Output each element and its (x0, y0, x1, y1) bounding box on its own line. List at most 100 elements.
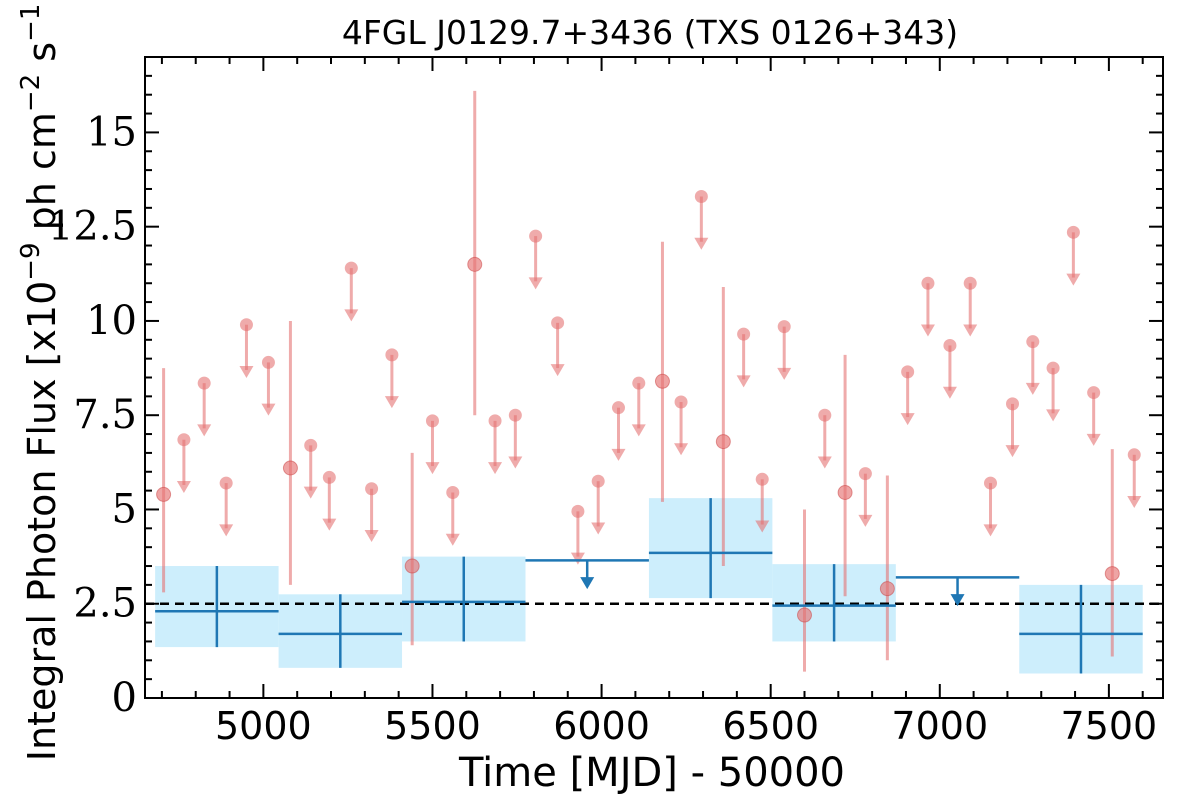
upper-limit-arrow (488, 462, 503, 475)
upper-limit-point (1026, 335, 1040, 349)
upper-limit-arrow (570, 552, 585, 565)
upper-limit-point (1046, 361, 1060, 375)
upper-limit-point (858, 467, 872, 481)
upper-limit-arrow (777, 367, 792, 380)
detection-point (879, 581, 895, 597)
upper-limit-arrow (1005, 445, 1020, 458)
upper-limit-point (1005, 397, 1019, 411)
upper-limit-arrow (197, 424, 212, 437)
upper-limit-arrow (261, 403, 276, 416)
upper-limit-point (755, 472, 769, 486)
upper-limit-arrow (344, 309, 359, 322)
upper-limit-point (694, 190, 708, 204)
y-tick-label: 12.5 (48, 204, 137, 250)
x-tick-label: 6000 (553, 704, 650, 748)
upper-limit-point (591, 474, 605, 488)
upper-limit-point (261, 355, 275, 369)
upper-limit-arrow (920, 324, 935, 337)
upper-limit-arrow (611, 448, 626, 461)
upper-limit-arrow (445, 533, 460, 546)
upper-limit-arrow (508, 456, 523, 469)
long-bin-ul-arrow (580, 577, 595, 590)
upper-limit-arrow (1086, 433, 1101, 446)
upper-limit-point (901, 365, 915, 379)
upper-limit-arrow (176, 480, 191, 493)
upper-limit-point (571, 504, 585, 518)
upper-limit-point (177, 433, 191, 447)
upper-limit-point (984, 476, 998, 490)
upper-limit-arrow (528, 277, 543, 290)
detection-point (282, 460, 298, 476)
y-axis-label: Integral Photon Flux [x10−9 ph cm−2 s−1] (16, 0, 64, 761)
x-tick-label: 7500 (1061, 704, 1158, 748)
detection-point (654, 373, 670, 389)
upper-limit-arrow (1046, 409, 1061, 422)
x-tick-label: 7000 (891, 704, 988, 748)
detection-point (837, 485, 853, 501)
detection-point (156, 486, 172, 502)
y-axis-label-mid: ph cm (20, 112, 64, 242)
y-axis-label-main: Integral Photon Flux [x10 (20, 281, 64, 762)
upper-limit-point (425, 414, 439, 428)
y-axis-label-exp2: −2 (16, 74, 46, 112)
upper-limit-arrow (858, 514, 873, 527)
upper-limit-point (219, 476, 233, 490)
upper-limit-arrow (755, 520, 770, 533)
upper-limit-point (777, 320, 791, 334)
y-tick-label: 15 (86, 109, 137, 155)
axis-ticks: 5000 5500 6000 6500 7000 7500 0 2.5 5 7.5 10 12.5 15 (48, 57, 1163, 748)
upper-limit-point (963, 276, 977, 290)
y-tick-label: 0 (112, 675, 137, 721)
upper-limit-arrow (550, 364, 565, 377)
x-tick-label: 5500 (384, 704, 481, 748)
y-tick-label: 5 (112, 486, 137, 532)
upper-limit-point (322, 470, 336, 484)
upper-limit-point (737, 327, 751, 341)
upper-limit-arrow (591, 522, 606, 535)
plot-content (145, 90, 1163, 674)
x-tick-label: 6500 (722, 704, 819, 748)
detection-point (715, 434, 731, 450)
upper-limit-point (611, 401, 625, 415)
upper-limit-point (551, 316, 565, 330)
y-tick-label: 10 (86, 298, 137, 344)
upper-limit-arrow (425, 462, 440, 475)
y-axis-label-exp1: −9 (16, 242, 46, 280)
detection-point (467, 256, 483, 272)
detection-point (797, 607, 813, 623)
y-axis-label-s: s (20, 42, 64, 74)
upper-limit-arrow (631, 424, 646, 437)
upper-limit-arrow (239, 365, 254, 378)
upper-limit-arrow (983, 524, 998, 537)
detection-point (1104, 566, 1120, 582)
upper-limit-point (508, 408, 522, 422)
upper-limit-point (488, 414, 502, 428)
upper-limit-point (1087, 386, 1101, 400)
upper-limit-arrow (736, 375, 751, 388)
upper-limit-point (529, 229, 543, 243)
upper-limit-point (239, 318, 253, 332)
y-axis-label-exp3: −1 (16, 4, 46, 42)
upper-limit-arrow (900, 413, 915, 426)
upper-limit-arrow (1025, 382, 1040, 395)
upper-limit-arrow (303, 486, 318, 499)
upper-limit-arrow (384, 396, 399, 409)
upper-limit-point (365, 482, 379, 496)
upper-limit-point (344, 261, 358, 275)
upper-limit-point (446, 486, 460, 500)
detection-point (404, 558, 420, 574)
upper-limit-point (674, 395, 688, 409)
upper-limit-point (1127, 448, 1141, 462)
upper-limit-arrow (364, 529, 379, 542)
y-tick-label: 2.5 (73, 581, 137, 627)
upper-limit-arrow (674, 443, 689, 456)
upper-limit-point (632, 376, 646, 390)
x-axis-label: Time [MJD] - 50000 (458, 750, 845, 796)
upper-limit-point (1066, 225, 1080, 239)
upper-limit-arrow (942, 386, 957, 399)
upper-limit-point (921, 276, 935, 290)
upper-limit-arrow (1127, 496, 1142, 509)
upper-limit-arrow (1066, 273, 1081, 286)
long-bin-ul-arrow (950, 594, 965, 607)
upper-limit-point (304, 438, 318, 452)
